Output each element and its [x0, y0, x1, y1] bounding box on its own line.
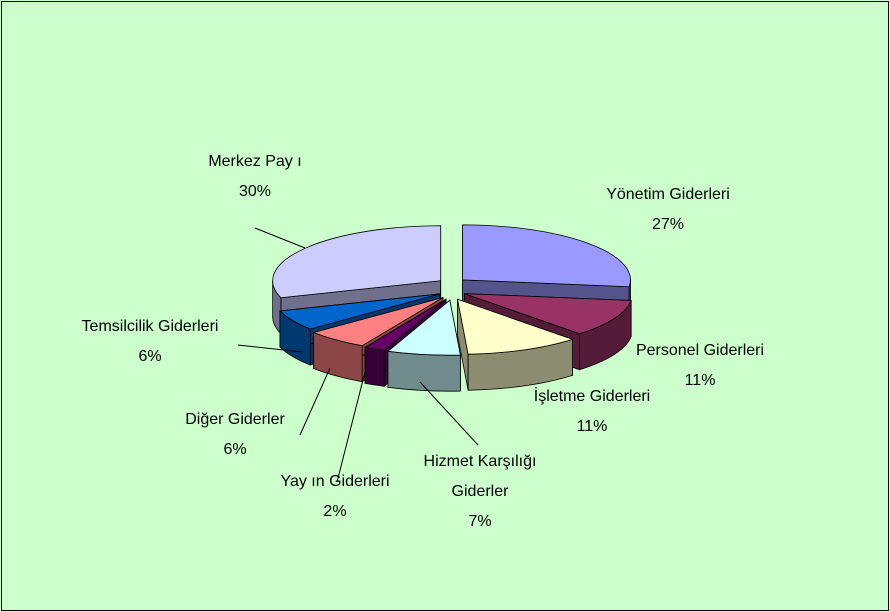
- slice-top: [462, 224, 631, 288]
- slice-percent: 30%: [238, 183, 272, 200]
- data-label: Merkez Pay ı 30%: [208, 147, 301, 207]
- data-label: Personel Giderleri 11%: [636, 336, 764, 396]
- slice-top: [464, 293, 632, 335]
- data-label: Yönetim Giderleri 27%: [606, 180, 730, 240]
- slice-name: İşletme Giderleri: [533, 388, 651, 405]
- leader-line: [336, 371, 366, 483]
- data-label: Diğer Giderler 6%: [185, 405, 285, 465]
- slice-percent: 6%: [223, 441, 247, 458]
- pie: [272, 224, 632, 392]
- slice-percent: 27%: [651, 216, 685, 233]
- data-label: İşletme Giderleri 11%: [534, 382, 650, 442]
- slice-name: Hizmet Karşılığı Giderler: [423, 453, 537, 500]
- slice-name: Personel Giderleri: [635, 342, 765, 359]
- slice-percent: 11%: [684, 372, 716, 389]
- slice-top: [312, 297, 444, 347]
- slice: [387, 299, 461, 392]
- data-label: Yay ın Giderleri 2%: [280, 467, 389, 527]
- slice-outer-wall: [387, 350, 461, 392]
- leader-line: [299, 367, 331, 436]
- slice-name: Merkez Pay ı: [208, 153, 302, 170]
- slice-outer-wall: [364, 346, 385, 387]
- slice-top: [363, 298, 447, 351]
- leader-lines: [237, 227, 479, 483]
- slice-percent: 11%: [576, 418, 608, 435]
- leader-line: [254, 227, 306, 249]
- slice-percent: 2%: [323, 503, 347, 520]
- slice-name: Yönetim Giderleri: [606, 186, 730, 203]
- slice-top: [279, 293, 440, 330]
- slice-top: [387, 299, 461, 356]
- slice-percent: 6%: [138, 348, 162, 365]
- leader-line: [419, 381, 479, 446]
- slice-name: Temsilcilik Giderleri: [81, 318, 219, 335]
- leader-line: [237, 344, 303, 353]
- slice-top: [457, 298, 574, 355]
- slice-percent: 7%: [468, 513, 492, 530]
- slice-name: Yay ın Giderleri: [280, 473, 390, 490]
- data-label: Hizmet Karşılığı Giderler 7%: [405, 447, 555, 537]
- slice-name: Diğer Giderler: [185, 411, 285, 428]
- data-label: Temsilcilik Giderleri 6%: [75, 312, 225, 372]
- slice: [457, 298, 574, 391]
